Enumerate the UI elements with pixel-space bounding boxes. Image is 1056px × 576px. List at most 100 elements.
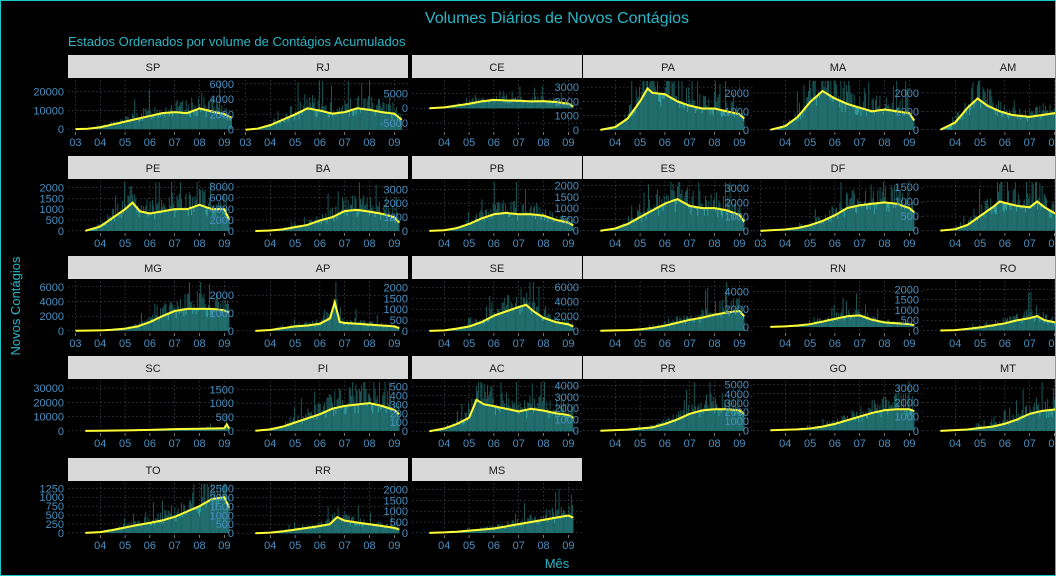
x-tick-label: 08 bbox=[537, 438, 549, 450]
x-tick-label: 07 bbox=[513, 338, 525, 350]
x-tick-label: 04 bbox=[264, 438, 276, 450]
x-tick-label: 04 bbox=[609, 238, 621, 250]
x-tick-label: 05 bbox=[974, 438, 986, 450]
x-tick-label: 09 bbox=[218, 438, 230, 450]
facet-strip-label: PA bbox=[661, 62, 676, 74]
facet-strip-label: SC bbox=[145, 363, 160, 375]
y-tick-label: 4000 bbox=[210, 204, 234, 216]
y-tick-label: 1000 bbox=[384, 506, 408, 518]
moving-average-line bbox=[429, 514, 574, 534]
facet-strip-label: ES bbox=[661, 163, 676, 175]
x-tick-label: 09 bbox=[388, 438, 400, 450]
moving-average-line bbox=[770, 408, 915, 432]
x-tick-label: 09 bbox=[562, 438, 574, 450]
y-tick-label: 500 bbox=[561, 214, 579, 226]
x-axis-title: Mês bbox=[545, 556, 570, 571]
x-tick-label: 04 bbox=[949, 338, 961, 350]
facet-strip-label: MG bbox=[144, 263, 162, 275]
facet-strip bbox=[583, 55, 753, 78]
daily-cases-area bbox=[600, 311, 745, 331]
y-tick-label: 2000 bbox=[210, 492, 234, 504]
x-tick-label: 09 bbox=[903, 438, 915, 450]
facet-strip bbox=[923, 356, 1055, 379]
x-tick-label: 06 bbox=[659, 238, 671, 250]
x-tick-label: 09 bbox=[733, 137, 745, 149]
x-tick-label: 07 bbox=[339, 540, 351, 552]
moving-average-line bbox=[600, 197, 746, 232]
y-tick-label: -5000 bbox=[380, 118, 408, 130]
y-tick-label: 0 bbox=[743, 226, 749, 238]
y-tick-label: 0 bbox=[58, 426, 64, 438]
y-tick-label: 6000 bbox=[555, 282, 579, 294]
y-tick-label: 0 bbox=[913, 125, 919, 137]
x-tick-label: 05 bbox=[463, 338, 475, 350]
y-tick-label: 4000 bbox=[725, 389, 749, 401]
facet-strip-label: AC bbox=[489, 363, 504, 375]
moving-average-line bbox=[255, 298, 400, 332]
facet-strip bbox=[583, 156, 753, 179]
facet-strip bbox=[412, 256, 582, 279]
x-tick-label: 08 bbox=[363, 137, 375, 149]
x-tick-label: 07 bbox=[513, 438, 525, 450]
x-tick-label: 05 bbox=[119, 338, 131, 350]
x-tick-label: 06 bbox=[144, 438, 156, 450]
x-tick-label: 06 bbox=[314, 137, 326, 149]
y-tick-label: 2500 bbox=[210, 483, 234, 495]
facet-strip-label: PB bbox=[490, 163, 505, 175]
y-tick-label: 4000 bbox=[555, 297, 579, 309]
x-tick-label: 09 bbox=[903, 338, 915, 350]
x-tick-label: 08 bbox=[363, 238, 375, 250]
y-tick-label: 500 bbox=[46, 510, 64, 522]
facet-strip bbox=[753, 356, 923, 379]
x-tick-label: 07 bbox=[513, 540, 525, 552]
x-tick-label: 07 bbox=[513, 238, 525, 250]
y-tick-label: 4000 bbox=[555, 381, 579, 393]
y-tick-label: 0 bbox=[913, 226, 919, 238]
x-tick-label: 08 bbox=[537, 540, 549, 552]
y-tick-label: 1000 bbox=[895, 412, 919, 424]
chart-subtitle: Estados Ordenados por volume de Contágio… bbox=[68, 34, 406, 49]
y-tick-label: 1000 bbox=[895, 106, 919, 118]
facet-strip bbox=[753, 156, 923, 179]
x-tick-label: 05 bbox=[804, 238, 816, 250]
moving-average-line bbox=[429, 303, 574, 332]
facet-strip-label: MA bbox=[830, 62, 847, 74]
facet-strip bbox=[753, 256, 923, 279]
y-tick-label: 20000 bbox=[33, 397, 64, 409]
facet-panel-mt: MT 0 1000 2000 3000 04 05 06 07 08 09 bbox=[895, 356, 1055, 450]
x-tick-label: 08 bbox=[708, 137, 720, 149]
x-tick-label: 09 bbox=[388, 238, 400, 250]
facet-strip-label: AP bbox=[316, 263, 331, 275]
y-tick-label: 0 bbox=[228, 528, 234, 540]
y-tick-label: 3000 bbox=[895, 383, 919, 395]
y-tick-label: 0 bbox=[402, 103, 408, 115]
facet-strip-label: BA bbox=[316, 163, 331, 175]
facet-panel-rn: RN 0 2000 4000 04 05 06 07 08 09 bbox=[725, 256, 923, 350]
x-tick-label: 05 bbox=[119, 540, 131, 552]
y-tick-label: 2000 bbox=[725, 407, 749, 419]
y-tick-label: 0 bbox=[228, 226, 234, 238]
x-tick-label: 06 bbox=[144, 540, 156, 552]
x-tick-label: 07 bbox=[1024, 438, 1036, 450]
facet-strip bbox=[583, 256, 753, 279]
x-tick-label: 09 bbox=[562, 540, 574, 552]
facet-strip bbox=[412, 356, 582, 379]
x-tick-label: 08 bbox=[708, 338, 720, 350]
x-tick-label: 08 bbox=[878, 438, 890, 450]
moving-average-line bbox=[600, 408, 745, 432]
y-tick-label: 1000 bbox=[555, 203, 579, 215]
moving-average-line bbox=[429, 211, 574, 232]
moving-average-line bbox=[255, 208, 401, 233]
facet-strip-label: AL bbox=[1001, 163, 1014, 175]
y-tick-label: 200 bbox=[390, 408, 408, 420]
moving-average-line bbox=[600, 87, 745, 131]
facet-strip bbox=[412, 55, 582, 78]
y-tick-label: 2000 bbox=[725, 197, 749, 209]
y-tick-label: 1000 bbox=[40, 492, 64, 504]
x-tick-label: 07 bbox=[169, 540, 181, 552]
facet-strip-label: AM bbox=[1000, 62, 1017, 74]
y-tick-label: 1500 bbox=[384, 293, 408, 305]
